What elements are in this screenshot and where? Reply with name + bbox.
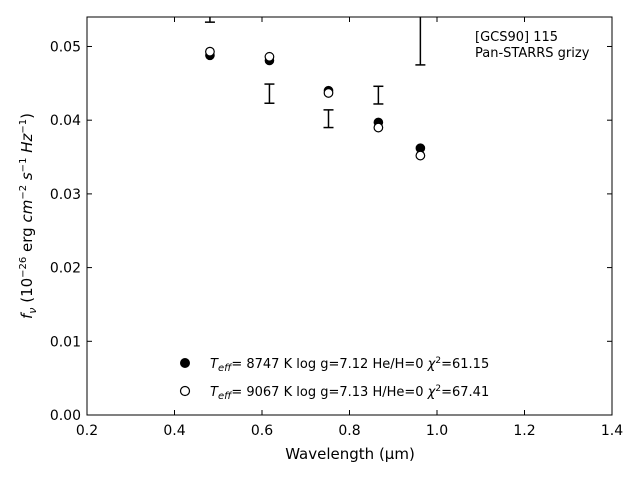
legend-entry-2: Teff= 9067 K log g=7.13 H/He=0 χ2=67.41	[210, 384, 489, 402]
open-point-1	[264, 51, 275, 62]
legend-marker-filled	[180, 358, 190, 368]
y-tick-label: 0.00	[50, 408, 81, 424]
x-tick-label: 0.6	[251, 423, 273, 439]
y-axis-title: fν (10−26 erg cm−2 s−1 Hz−1)	[18, 113, 39, 319]
open-point-3	[373, 122, 384, 133]
open-point-0	[205, 46, 215, 57]
observed-errorbar-2	[323, 109, 334, 129]
x-axis-title: Wavelength (μm)	[285, 445, 415, 463]
y-tick-label: 0.05	[50, 39, 81, 55]
x-tick-label: 0.8	[338, 423, 360, 439]
observed-errorbars	[204, 17, 426, 129]
observed-errorbar-1	[264, 83, 275, 104]
legend-entry-1: Teff= 8747 K log g=7.12 He/H=0 χ2=61.15	[210, 356, 489, 374]
legend: Teff= 8747 K log g=7.12 He/H=0 χ2=61.15 …	[179, 356, 489, 402]
x-tick-label: 0.2	[76, 423, 98, 439]
x-tick-label: 1.2	[513, 423, 535, 439]
observed-errorbar-3	[373, 85, 384, 105]
plot-frame	[86, 16, 613, 416]
y-tick-label: 0.02	[50, 261, 81, 277]
x-tick-label: 1.0	[426, 423, 448, 439]
open-point-2	[323, 88, 334, 98]
annotation-line-1: [GCS90] 115	[475, 30, 558, 45]
x-tick-label: 1.4	[601, 423, 623, 439]
model-points	[205, 46, 426, 161]
observed-errorbar-4	[415, 17, 426, 66]
axis-ticks: 0.2 0.4 0.6 0.8 1.0 1.2 1.4 0.00 0.01 0.02 0.03 0.0…	[50, 17, 623, 439]
y-tick-label: 0.04	[50, 113, 81, 129]
y-tick-label: 0.03	[50, 187, 81, 203]
svg-text:fν (10−26 erg cm−2 s−1 Hz−1): fν (10−26 erg cm−2 s−1 Hz−1)	[18, 113, 39, 319]
observed-errorbar-0	[204, 17, 215, 23]
annotation-line-2: Pan-STARRS grizy	[475, 46, 590, 61]
y-tick-label: 0.01	[50, 334, 81, 350]
open-point-4	[415, 150, 426, 161]
x-tick-label: 0.4	[163, 423, 185, 439]
legend-marker-open	[179, 385, 191, 397]
